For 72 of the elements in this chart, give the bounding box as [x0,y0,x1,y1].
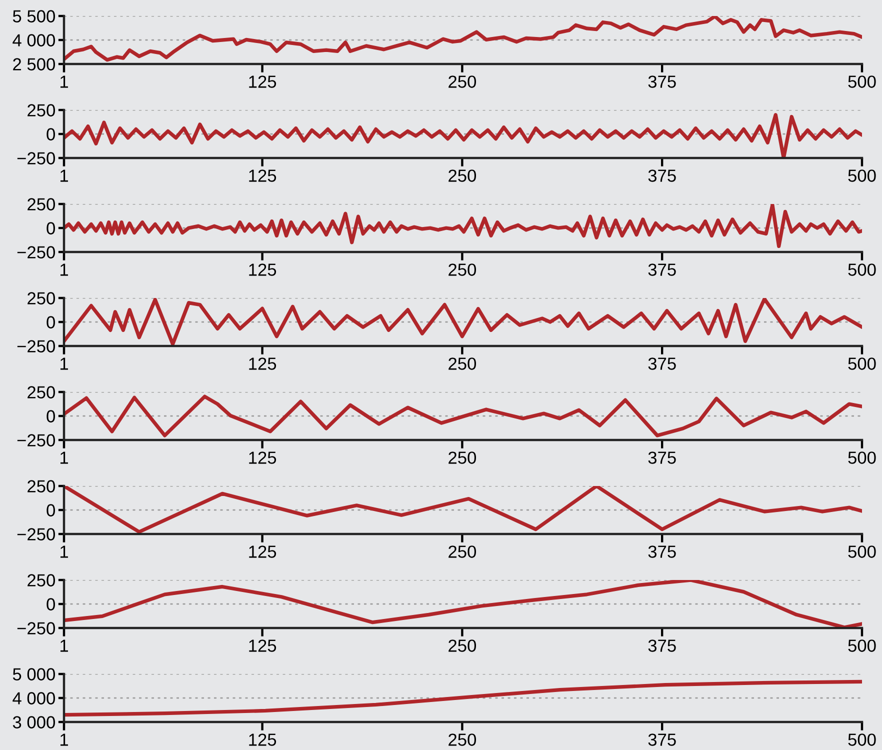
y-tick-label: 0 [46,128,55,140]
x-tick-label: 375 [648,546,676,558]
x-tick-label: 1 [60,734,68,746]
x-tick-label: 1 [60,546,68,558]
x-tick-label: 125 [249,76,276,88]
x-tick-label: 1 [60,452,68,464]
x-tick-label: 500 [848,546,876,558]
y-tick-label: 0 [46,598,55,610]
x-tick-label: 375 [648,76,676,88]
line-series [64,580,862,628]
y-tick-label: 0 [46,504,55,516]
x-tick-label: 250 [448,264,476,276]
x-tick-label: 250 [448,170,476,182]
x-tick-label: 500 [848,76,876,88]
line-series [64,394,862,438]
y-tick-label: 250 [28,198,55,210]
y-tick-label: −250 [17,528,55,540]
y-tick-label: 250 [28,104,55,116]
y-tick-label: 0 [46,410,55,422]
x-tick-label: 1 [60,76,68,88]
x-tick-label: 375 [648,264,676,276]
line-series [64,298,862,346]
y-tick-label: −250 [17,152,55,164]
x-tick-label: 125 [249,734,276,746]
y-tick-label: 5 000 [12,668,55,680]
x-tick-label: 125 [249,546,276,558]
x-tick-label: 250 [448,358,476,370]
y-tick-label: 3 000 [12,716,55,728]
line-series [64,112,862,158]
y-tick-label: 250 [28,292,55,304]
x-tick-label: 1 [60,264,68,276]
x-tick-label: 500 [848,452,876,464]
y-tick-label: −250 [17,622,55,634]
y-tick-label: 250 [28,574,55,586]
x-tick-label: 375 [648,358,676,370]
y-tick-label: 250 [28,386,55,398]
x-tick-label: 250 [448,640,476,652]
line-series [64,16,862,62]
x-tick-label: 1 [60,640,68,652]
x-tick-label: 375 [648,170,676,182]
line-series [64,204,862,248]
line-series [64,486,862,534]
x-tick-label: 250 [448,734,476,746]
x-tick-label: 125 [249,264,276,276]
y-tick-label: 0 [46,222,55,234]
line-series [64,680,862,717]
y-tick-label: 2 500 [13,58,55,70]
y-tick-label: 250 [28,480,55,492]
x-tick-label: 500 [848,358,876,370]
x-tick-label: 250 [448,76,476,88]
x-tick-label: 125 [249,358,276,370]
y-tick-label: 5 500 [12,10,55,22]
x-tick-label: 375 [648,640,676,652]
y-tick-label: 4 000 [12,34,55,46]
x-tick-label: 500 [848,640,876,652]
x-tick-label: 500 [848,170,876,182]
y-tick-label: 0 [46,316,55,328]
x-tick-label: 500 [848,264,876,276]
y-tick-label: 4 000 [12,692,55,704]
y-tick-label: −250 [17,246,55,258]
x-tick-label: 125 [249,452,276,464]
x-tick-label: 250 [448,546,476,558]
y-tick-label: −250 [17,340,55,352]
x-tick-label: 375 [648,452,676,464]
x-tick-label: 1 [60,170,68,182]
x-tick-label: 1 [60,358,68,370]
x-tick-label: 375 [648,734,676,746]
x-tick-label: 125 [249,640,276,652]
x-tick-label: 250 [448,452,476,464]
x-tick-label: 500 [848,734,876,746]
x-tick-label: 125 [249,170,276,182]
y-tick-label: −250 [17,434,55,446]
